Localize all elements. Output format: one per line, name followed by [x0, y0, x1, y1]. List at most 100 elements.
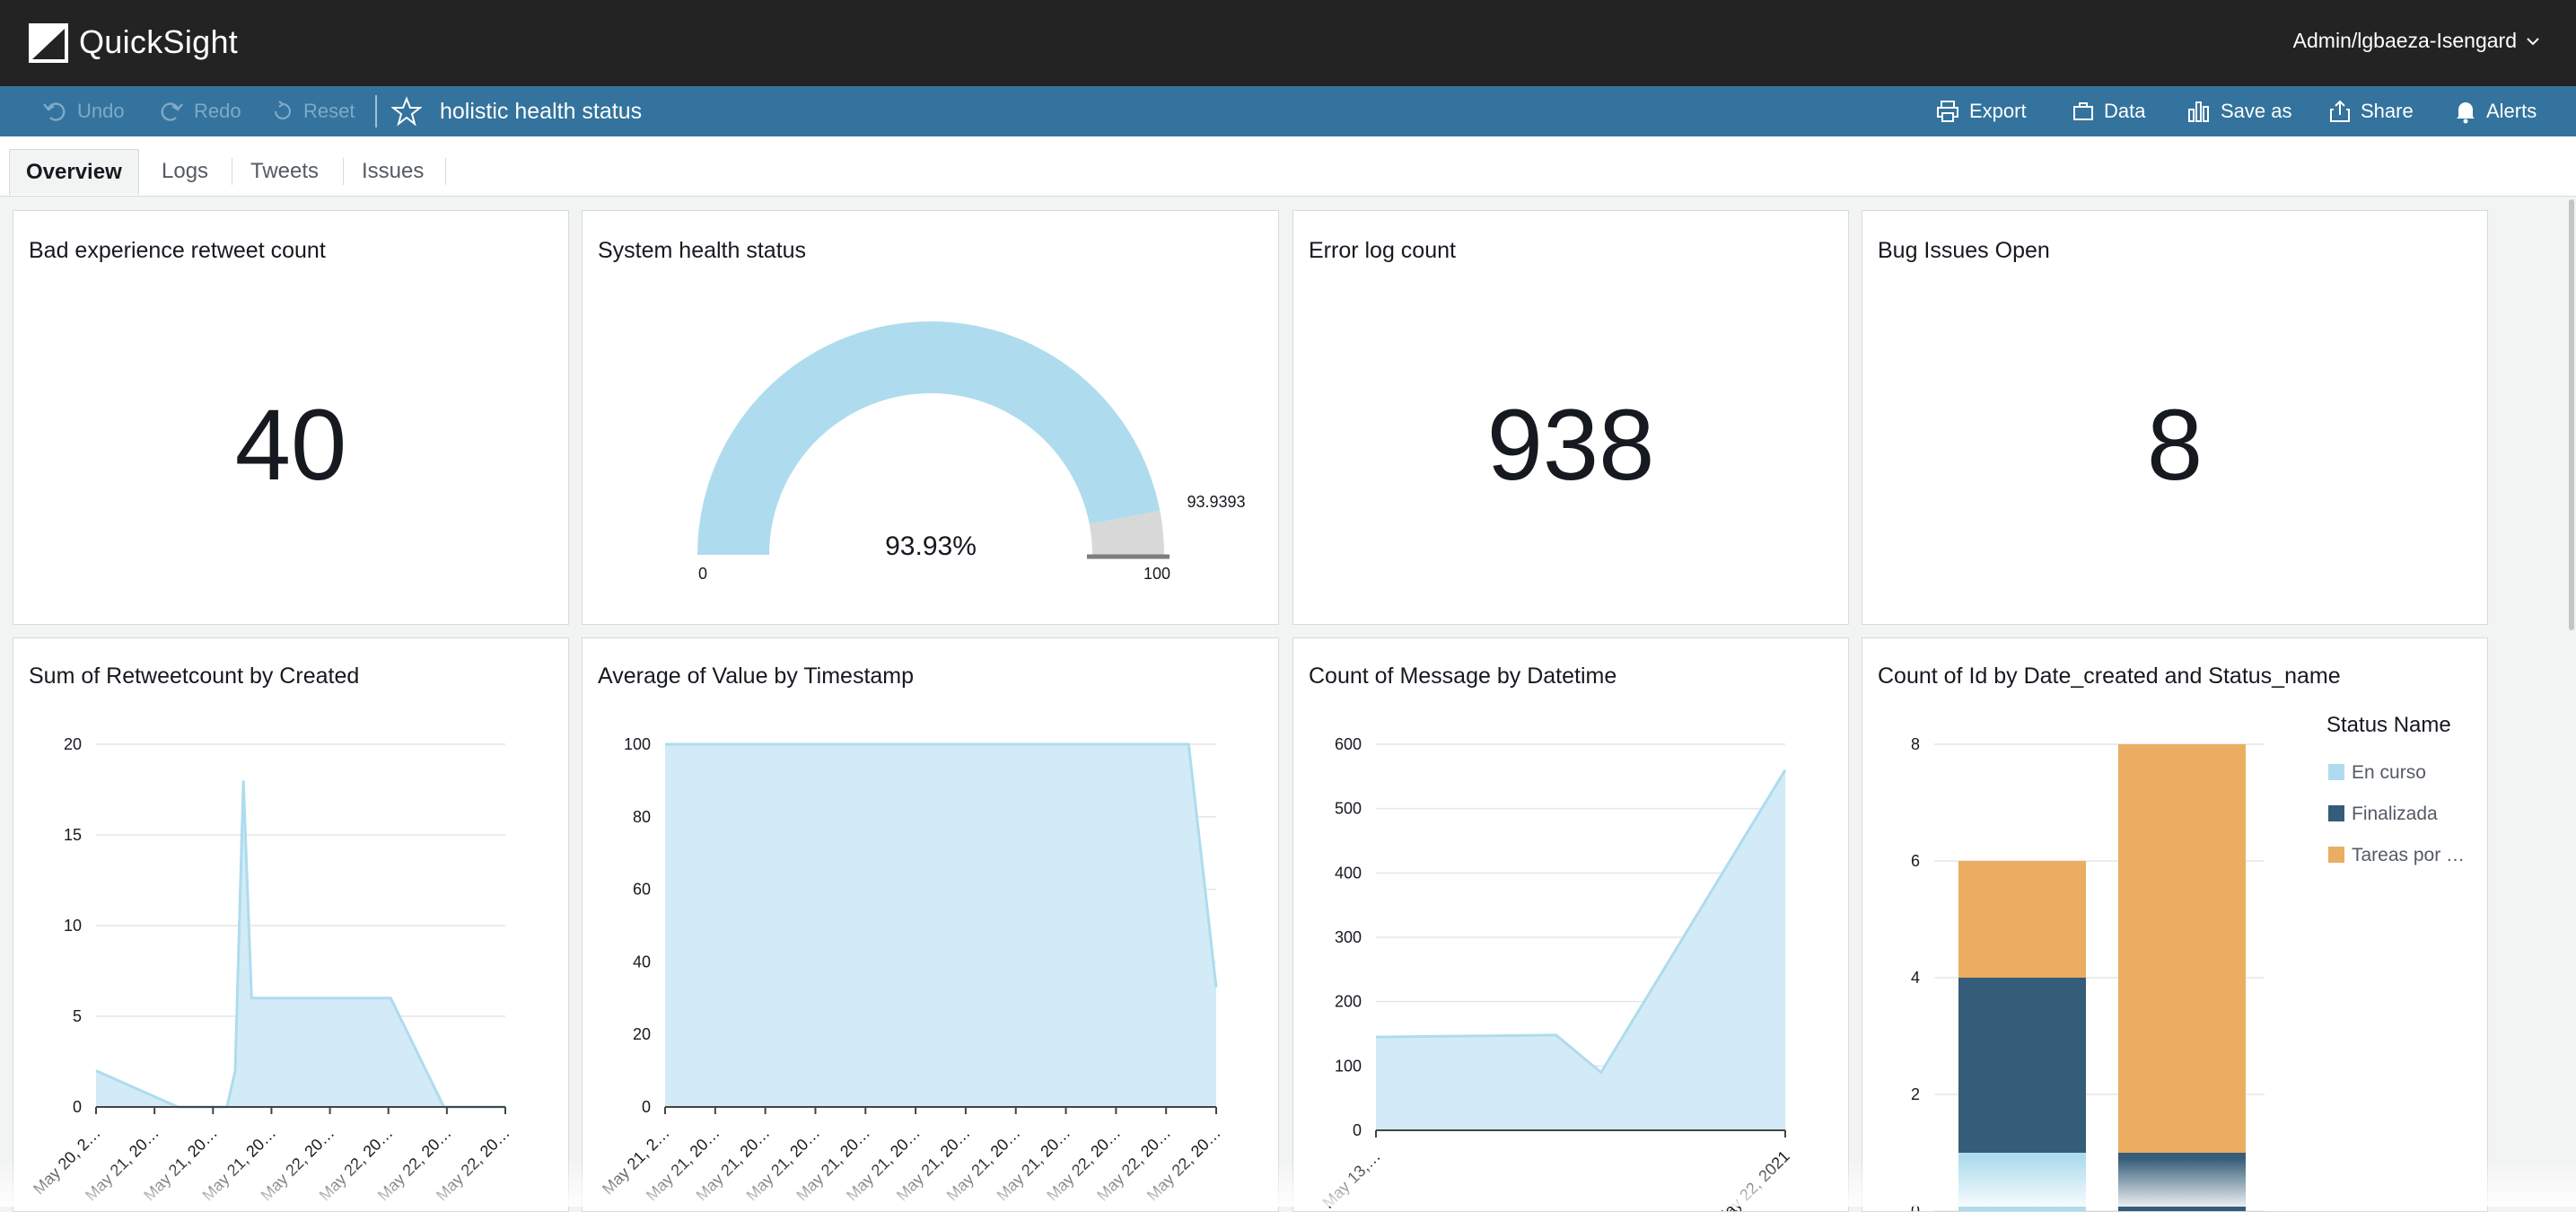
export-label: Export	[1969, 100, 2027, 123]
undo-label: Undo	[77, 100, 125, 123]
series-area	[1376, 770, 1785, 1130]
y-tick-label: 4	[1911, 969, 1920, 987]
issues-stacked-bar-chart: 0 2 4 6 8 Status Name En curso Finalizada Tareas…	[1862, 638, 2488, 1212]
tab-divider	[445, 158, 446, 185]
scrollbar-thumb[interactable]	[2569, 199, 2574, 630]
kpi-value: 8	[1862, 387, 2487, 503]
y-tick-label: 10	[64, 917, 82, 935]
kpi-value: 40	[13, 387, 568, 503]
share-icon	[2328, 99, 2352, 124]
alerts-label: Alerts	[2486, 100, 2537, 123]
star-icon	[391, 96, 422, 127]
dashboard-title: holistic health status	[440, 86, 642, 136]
x-tick-label: May 13,…	[1319, 1147, 1384, 1212]
gauge-min-label: 0	[698, 565, 707, 583]
gauge-value-label: 93.9393	[1187, 493, 1245, 511]
legend-label: Tareas por …	[2352, 845, 2465, 865]
stacked-bar-segment	[1958, 861, 2086, 978]
tab-overview[interactable]: Overview	[9, 149, 139, 195]
reset-button[interactable]: Reset	[271, 86, 355, 136]
y-tick-label: 0	[73, 1098, 82, 1116]
quicksight-logo-icon	[29, 23, 68, 63]
save-as-label: Save as	[2221, 100, 2292, 123]
kpi-card-error-logs[interactable]: Error log count 938	[1292, 210, 1849, 625]
card-title: Bad experience retweet count	[29, 238, 326, 264]
chart-card-issues[interactable]: Count of Id by Date_created and Status_n…	[1862, 637, 2488, 1212]
y-tick-label: 300	[1335, 928, 1362, 946]
stacked-bar-segment	[1958, 978, 2086, 1153]
bell-icon	[2454, 99, 2477, 124]
legend-title: Status Name	[2326, 713, 2451, 737]
redo-button[interactable]: Redo	[158, 86, 241, 136]
kpi-value: 938	[1293, 387, 1848, 503]
tab-tweets[interactable]: Tweets	[234, 149, 335, 194]
y-tick-label: 5	[73, 1007, 82, 1025]
gauge-chart: 93.93% 0 100 93.9393	[583, 211, 1279, 625]
alerts-button[interactable]: Alerts	[2454, 86, 2537, 136]
favorite-button[interactable]	[391, 86, 422, 136]
export-button[interactable]: Export	[1935, 86, 2027, 136]
data-button[interactable]: Data	[2072, 86, 2145, 136]
share-button[interactable]: Share	[2328, 86, 2414, 136]
gauge-max-label: 100	[1143, 565, 1170, 583]
y-tick-label: 0	[1911, 1202, 1920, 1212]
y-tick-label: 500	[1335, 800, 1362, 818]
y-tick-label: 60	[633, 881, 651, 899]
gauge-value-arc	[697, 321, 1160, 555]
y-tick-label: 20	[64, 735, 82, 753]
y-tick-label: 8	[1911, 735, 1920, 753]
y-tick-label: 6	[1911, 852, 1920, 870]
y-tick-label: 400	[1335, 864, 1362, 882]
kpi-card-bad-retweets[interactable]: Bad experience retweet count 40	[13, 210, 569, 625]
y-tick-label: 200	[1335, 993, 1362, 1011]
save-as-button[interactable]: Save as	[2186, 86, 2292, 136]
share-label: Share	[2361, 100, 2414, 123]
y-tick-label: 2	[1911, 1085, 1920, 1103]
y-tick-label: 0	[1353, 1121, 1362, 1139]
legend-label: Finalizada	[2352, 804, 2438, 824]
tab-logs[interactable]: Logs	[145, 149, 224, 194]
chevron-down-icon	[2526, 37, 2540, 46]
user-name: Admin/lgbaeza-Isengard	[2293, 29, 2517, 53]
kpi-card-bug-issues[interactable]: Bug Issues Open 8	[1862, 210, 2488, 625]
app-title[interactable]: QuickSight	[79, 23, 238, 61]
redo-label: Redo	[194, 100, 241, 123]
legend-swatch	[2328, 764, 2344, 780]
gauge-percent-label: 93.93%	[885, 531, 977, 561]
x-tick-label: May 22, 2021	[1712, 1147, 1793, 1212]
stacked-bar-segment	[1958, 1153, 2086, 1211]
card-title: Bug Issues Open	[1878, 238, 2050, 264]
redo-icon	[158, 98, 185, 125]
y-tick-label: 80	[633, 808, 651, 826]
series-area	[665, 744, 1216, 1107]
undo-icon	[41, 98, 68, 125]
card-title: Error log count	[1309, 238, 1456, 264]
y-tick-label: 0	[642, 1098, 651, 1116]
y-tick-label: 20	[633, 1025, 651, 1043]
user-menu[interactable]: Admin/lgbaeza-Isengard	[2293, 29, 2540, 53]
reset-icon	[271, 100, 294, 123]
legend-swatch	[2328, 847, 2344, 863]
tab-issues[interactable]: Issues	[346, 149, 440, 194]
y-tick-label: 15	[64, 826, 82, 844]
y-tick-label: 40	[633, 953, 651, 970]
briefcase-icon	[2072, 100, 2095, 123]
toolbar-divider	[375, 95, 377, 127]
printer-icon	[1935, 99, 1960, 124]
stacked-bar-segment	[2118, 1153, 2246, 1211]
y-tick-label: 100	[624, 735, 651, 753]
tab-divider	[343, 158, 344, 185]
bar-chart-icon	[2186, 99, 2212, 124]
data-label: Data	[2104, 100, 2145, 123]
undo-button[interactable]: Undo	[41, 86, 125, 136]
legend-label: En curso	[2352, 762, 2426, 783]
action-bar: Undo Redo Reset holistic health status E…	[0, 86, 2576, 136]
reset-label: Reset	[303, 100, 355, 123]
